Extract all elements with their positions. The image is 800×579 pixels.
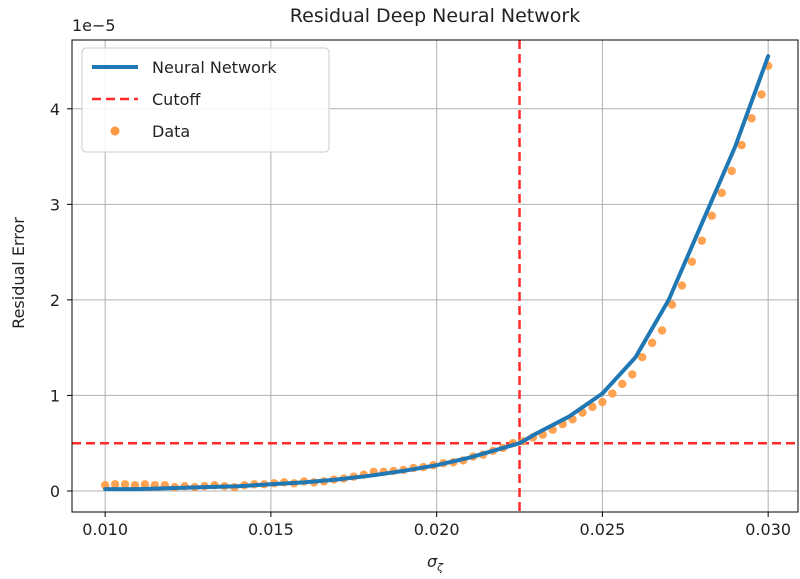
data-point (737, 140, 746, 150)
y-tick-label: 0 (50, 482, 60, 501)
data-point (697, 236, 707, 245)
legend-label-cutoff: Cutoff (152, 90, 201, 109)
data-point (717, 188, 726, 198)
data-point (687, 257, 697, 266)
axis-ticks: 0.010 0.015 0.020 0.025 0.030 0 1 2 3 4 (50, 100, 791, 539)
data-point (608, 389, 617, 398)
data-point (598, 397, 607, 407)
data-point (707, 211, 717, 221)
data-point (727, 166, 736, 176)
x-tick-label: 0.010 (82, 520, 128, 539)
x-tick-label: 0.020 (414, 520, 460, 539)
y-offset-text: 1e−5 (72, 16, 116, 35)
data-point (618, 379, 627, 389)
x-tick-label: 0.015 (248, 520, 294, 539)
legend: Neural Network Cutoff Data (81, 47, 330, 153)
data-point (657, 326, 667, 335)
legend-box (81, 47, 330, 153)
data-point (588, 402, 597, 412)
x-tick-label: 0.030 (745, 520, 791, 539)
data-point (647, 338, 657, 348)
y-tick-label: 2 (50, 291, 60, 310)
plot-frame (71, 39, 799, 513)
legend-swatch-data (110, 126, 120, 136)
data-point (677, 281, 687, 290)
chart-title: Residual Deep Neural Network (290, 5, 580, 27)
data-point (140, 480, 150, 489)
data-point (757, 90, 766, 99)
x-tick-label: 0.025 (580, 520, 626, 539)
data-point (667, 300, 677, 309)
data-point (120, 480, 130, 489)
legend-label-neural-network: Neural Network (152, 58, 277, 77)
y-tick-label: 1 (50, 386, 60, 405)
neural-network-line (103, 54, 771, 492)
data-point (747, 114, 756, 123)
data-point (637, 353, 647, 362)
x-axis-label: σζ (427, 552, 444, 574)
y-axis-label: Residual Error (9, 217, 28, 329)
y-tick-label: 3 (50, 195, 60, 214)
legend-label-data: Data (152, 122, 190, 141)
plot-data (72, 40, 798, 512)
y-tick-label: 4 (50, 100, 60, 119)
data-point (628, 370, 637, 379)
data-point (110, 480, 120, 489)
